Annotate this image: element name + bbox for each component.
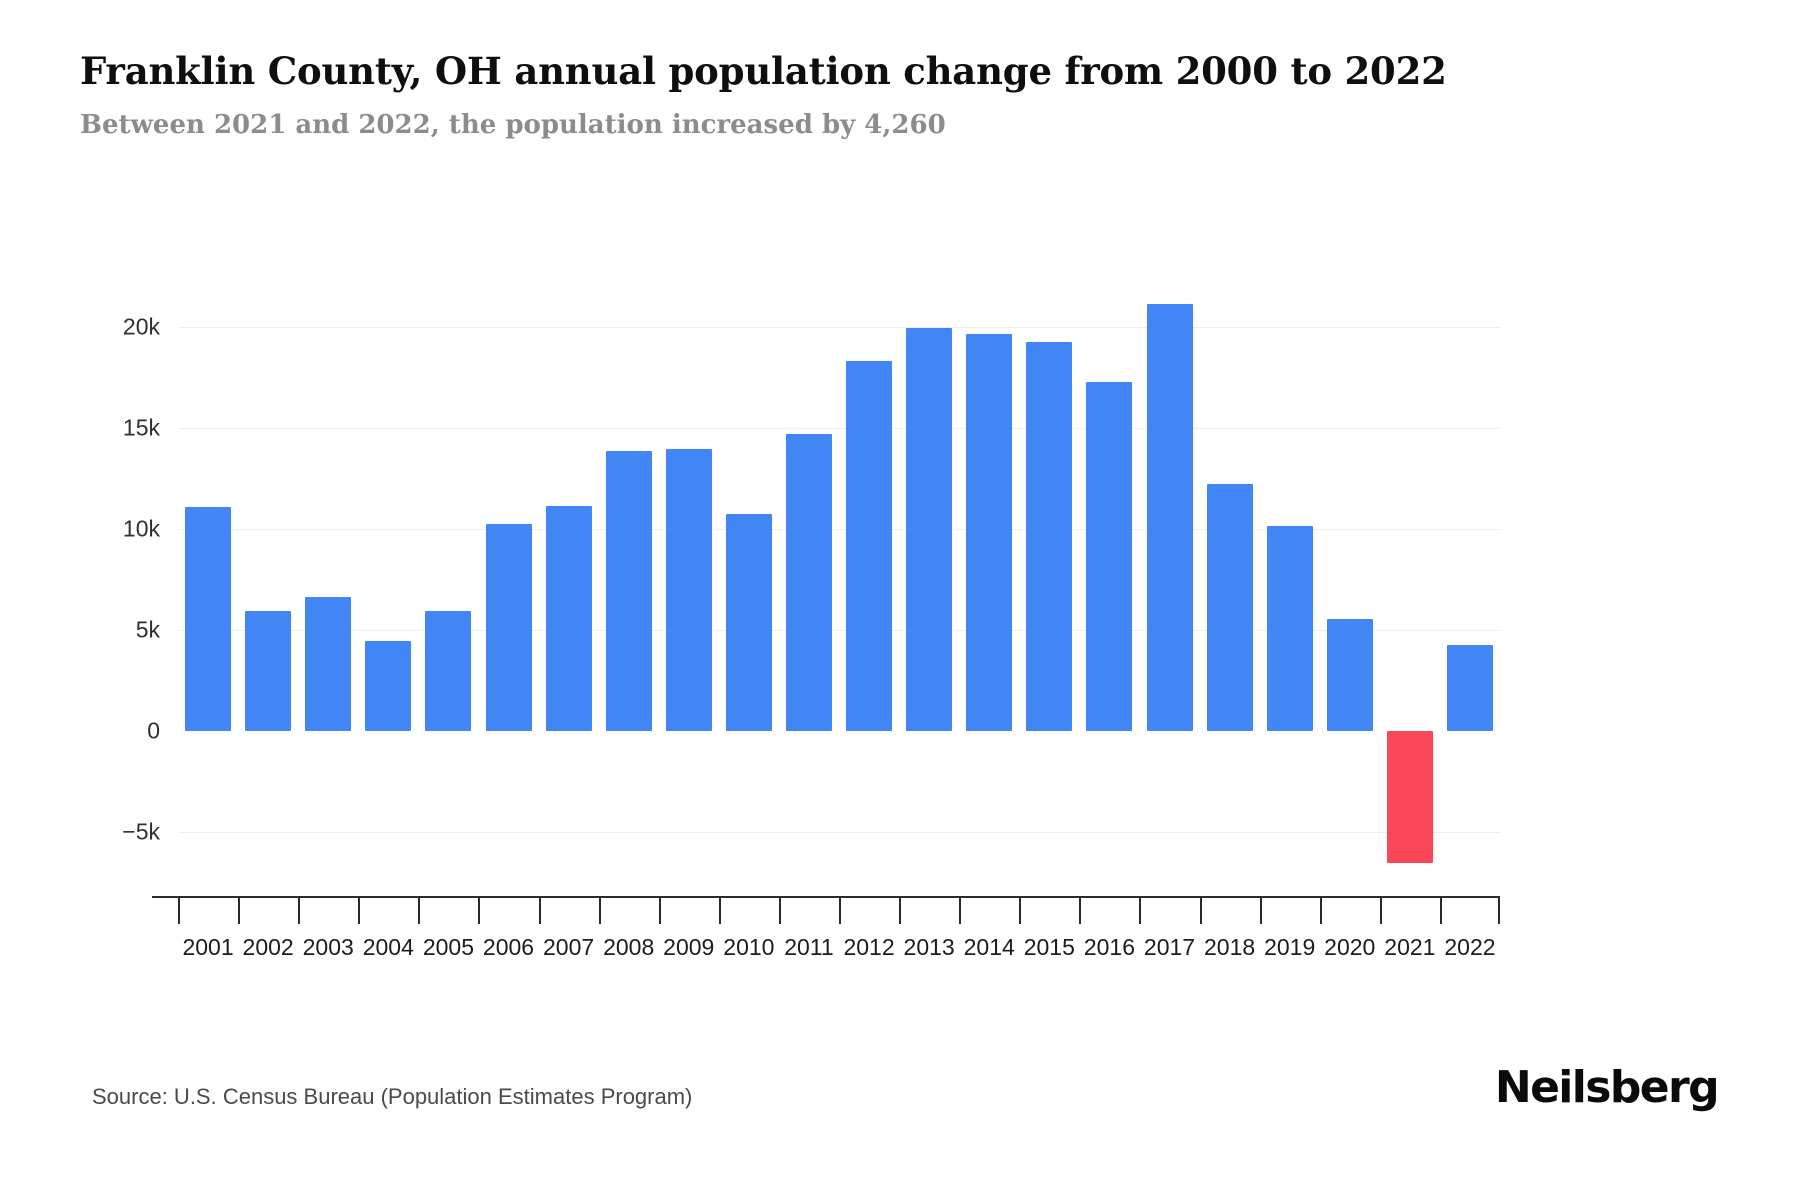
bar-2010[interactable]: [725, 513, 772, 731]
x-tick-label-2003: 2003: [302, 934, 354, 960]
bar-2008[interactable]: [605, 451, 652, 731]
x-tick-mark: [839, 896, 841, 924]
y-tick-label: 20k: [122, 313, 160, 340]
bar-2018[interactable]: [1206, 483, 1253, 731]
x-tick-mark: [1139, 896, 1142, 924]
x-tick-mark: [418, 896, 421, 924]
x-tick-label-2009: 2009: [663, 934, 715, 960]
bar-2019[interactable]: [1266, 525, 1313, 731]
x-tick-label-2013: 2013: [903, 934, 955, 960]
bar-2022[interactable]: [1446, 644, 1493, 731]
x-tick-mark: [178, 896, 180, 924]
x-tick-mark: [778, 896, 781, 924]
x-tick-label-2010: 2010: [723, 934, 775, 960]
brand-logo: Neilsberg: [1494, 1062, 1720, 1113]
bar-2005[interactable]: [425, 610, 472, 731]
bar-2009[interactable]: [665, 449, 712, 731]
x-tick-mark: [298, 896, 301, 924]
x-tick-mark: [598, 896, 601, 924]
bar-2013[interactable]: [906, 328, 953, 731]
x-tick-mark: [1199, 896, 1202, 924]
chart-header: Franklin County, OH annual population ch…: [80, 48, 1720, 142]
x-tick-mark: [718, 896, 721, 924]
bar-2003[interactable]: [305, 596, 352, 731]
y-tick-label: −5k: [122, 818, 160, 845]
x-axis-line: [152, 896, 1500, 898]
x-tick-mark: [1079, 896, 1082, 924]
x-tick-label-2008: 2008: [603, 934, 655, 960]
chart-subtitle: Between 2021 and 2022, the population in…: [80, 110, 946, 140]
bar-2004[interactable]: [365, 641, 412, 731]
x-tick-mark: [1259, 896, 1262, 924]
bar-2002[interactable]: [245, 610, 292, 731]
x-axis-ticks: 2001 2002 2003 2004 2005 2006 2007 2008 2009 2010…: [178, 896, 1500, 986]
x-tick-mark: [1019, 896, 1022, 924]
bar-series: [178, 0, 1500, 1200]
x-tick-label-2012: 2012: [843, 934, 895, 960]
x-tick-mark: [1439, 896, 1442, 924]
x-tick-label-2002: 2002: [242, 934, 294, 960]
x-tick-mark: [478, 896, 481, 924]
x-tick-mark: [1498, 896, 1500, 924]
x-tick-label-2005: 2005: [422, 934, 474, 960]
x-tick-mark: [238, 896, 241, 924]
x-tick-mark: [538, 896, 541, 924]
x-tick-label-2020: 2020: [1324, 934, 1376, 960]
x-tick-mark: [358, 896, 361, 924]
x-tick-mark: [1319, 896, 1322, 924]
x-tick-label-2004: 2004: [362, 934, 414, 960]
page-title: Franklin County, OH annual population ch…: [80, 49, 1447, 93]
y-tick-label: 15k: [122, 414, 160, 441]
x-tick-label-2011: 2011: [784, 934, 834, 960]
bar-2016[interactable]: [1086, 381, 1133, 731]
x-tick-label-2015: 2015: [1023, 934, 1075, 960]
y-tick-label: 0: [147, 717, 160, 744]
bar-2017[interactable]: [1146, 303, 1193, 731]
x-tick-mark: [899, 896, 902, 924]
x-tick-label-2019: 2019: [1264, 934, 1316, 960]
bar-2020[interactable]: [1326, 618, 1373, 731]
bar-2015[interactable]: [1026, 342, 1073, 731]
bar-2001[interactable]: [185, 506, 232, 731]
bar-2011[interactable]: [785, 434, 832, 731]
bar-2014[interactable]: [966, 334, 1013, 731]
x-tick-label-2021: 2021: [1384, 934, 1436, 960]
bar-2007[interactable]: [545, 505, 592, 731]
x-tick-label-2022: 2022: [1444, 934, 1496, 960]
x-tick-mark: [1379, 896, 1382, 924]
y-tick-label: 5k: [135, 616, 160, 643]
x-tick-label-2007: 2007: [542, 934, 595, 960]
y-tick-label: 10k: [122, 515, 160, 542]
bar-2021[interactable]: [1386, 731, 1433, 864]
x-tick-label-2016: 2016: [1083, 934, 1135, 960]
bar-2012[interactable]: [846, 361, 893, 731]
x-tick-label-2014: 2014: [963, 934, 1015, 960]
bar-2006[interactable]: [485, 523, 532, 731]
x-tick-mark: [658, 896, 661, 924]
x-tick-label-2006: 2006: [482, 934, 535, 960]
y-axis-labels: −5k 0 5k 10k 15k 20k: [0, 0, 160, 1200]
x-tick-label-2018: 2018: [1203, 934, 1256, 960]
source-note: Source: U.S. Census Bureau (Population E…: [92, 1084, 693, 1109]
x-tick-label-2001: 2001: [182, 934, 234, 960]
x-tick-label-2017: 2017: [1143, 934, 1196, 960]
x-tick-mark: [959, 896, 962, 924]
